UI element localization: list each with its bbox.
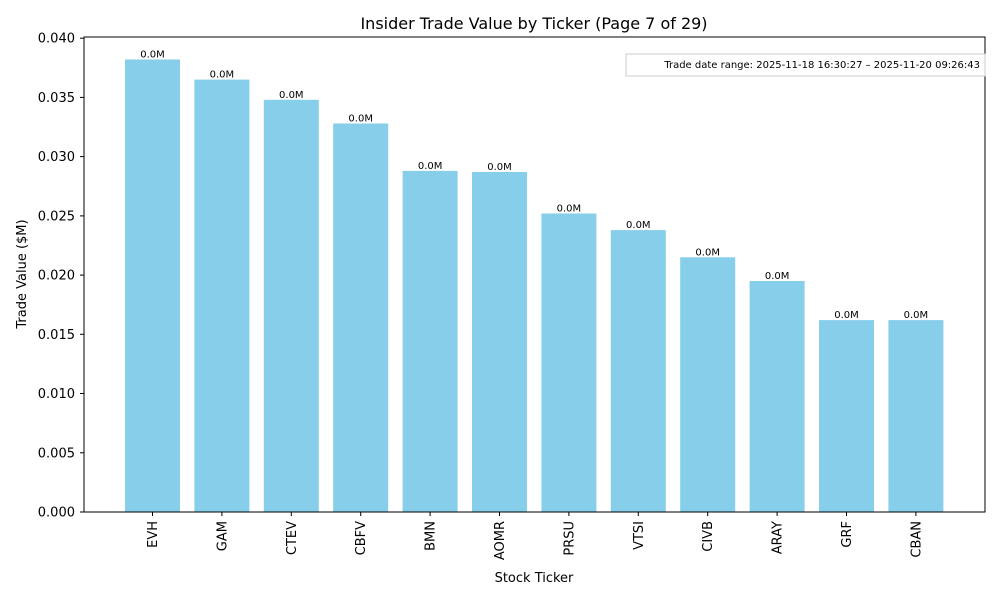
bar-prsu <box>541 213 597 512</box>
x-tick-label: CBAN <box>909 521 924 558</box>
bar-bmn <box>402 170 458 512</box>
bar-gam <box>194 79 250 512</box>
y-tick-label: 0.040 <box>38 32 75 47</box>
data-label: 0.0M <box>140 50 165 61</box>
x-axis-label: Stock Ticker <box>495 571 574 586</box>
x-tick-label: PRSU <box>562 521 577 556</box>
annotation-box: Trade date range: 2025-11-18 16:30:27 – … <box>625 53 986 77</box>
bar-ctev <box>263 99 319 513</box>
data-label: 0.0M <box>904 310 929 321</box>
x-tick-label: CTEV <box>285 521 300 555</box>
bar-civb <box>680 257 736 512</box>
x-tick-label: BMN <box>424 521 439 551</box>
bars-layer <box>125 59 944 513</box>
data-label: 0.0M <box>765 271 790 282</box>
y-tick-label: 0.010 <box>38 387 75 402</box>
data-label: 0.0M <box>834 310 859 321</box>
y-axis: 0.000 0.005 0.010 0.015 0.020 0.025 0.030 0.035… <box>38 32 84 521</box>
x-axis: EVH GAM CTEV CBFV BMN AOMR PRSU VTSI CIVB ARAY GRF… <box>146 512 924 560</box>
x-tick-label: CIVB <box>701 521 716 552</box>
annotation-text: Trade date range: 2025-11-18 16:30:27 – … <box>663 60 980 71</box>
y-tick-label: 0.000 <box>38 506 75 521</box>
data-label: 0.0M <box>626 220 651 231</box>
bar-evh <box>125 59 180 512</box>
y-tick-label: 0.005 <box>38 446 75 461</box>
bar-cbfv <box>333 123 389 512</box>
chart-title: Insider Trade Value by Ticker (Page 7 of… <box>360 14 707 33</box>
bar-aomr <box>472 172 527 512</box>
x-tick-label: GAM <box>215 521 230 551</box>
y-axis-label: Trade Value ($M) <box>15 219 30 329</box>
y-tick-label: 0.020 <box>38 269 75 284</box>
y-tick-label: 0.015 <box>38 328 75 343</box>
data-label: 0.0M <box>418 161 443 172</box>
data-label: 0.0M <box>210 70 235 81</box>
y-tick-label: 0.035 <box>38 91 75 106</box>
x-tick-label: AOMR <box>493 521 508 560</box>
x-tick-label: GRF <box>840 521 855 548</box>
y-tick-label: 0.025 <box>38 209 75 224</box>
data-labels-layer: 0.0M 0.0M 0.0M 0.0M 0.0M 0.0M 0.0M 0.0M 0.0M 0.0M… <box>140 50 928 322</box>
x-tick-label: ARAY <box>771 521 786 554</box>
x-tick-label: CBFV <box>354 521 369 555</box>
x-tick-label: EVH <box>146 521 161 548</box>
data-label: 0.0M <box>348 114 373 125</box>
plot-frame <box>83 36 986 513</box>
bar-aray <box>749 281 805 512</box>
data-label: 0.0M <box>557 204 582 215</box>
bar-grf <box>819 320 874 512</box>
bar-vtsi <box>610 230 666 512</box>
bar-cban <box>888 320 944 512</box>
data-label: 0.0M <box>279 90 304 101</box>
y-tick-label: 0.030 <box>38 150 75 165</box>
x-tick-label: VTSI <box>632 521 647 550</box>
data-label: 0.0M <box>487 162 512 173</box>
data-label: 0.0M <box>695 247 720 258</box>
